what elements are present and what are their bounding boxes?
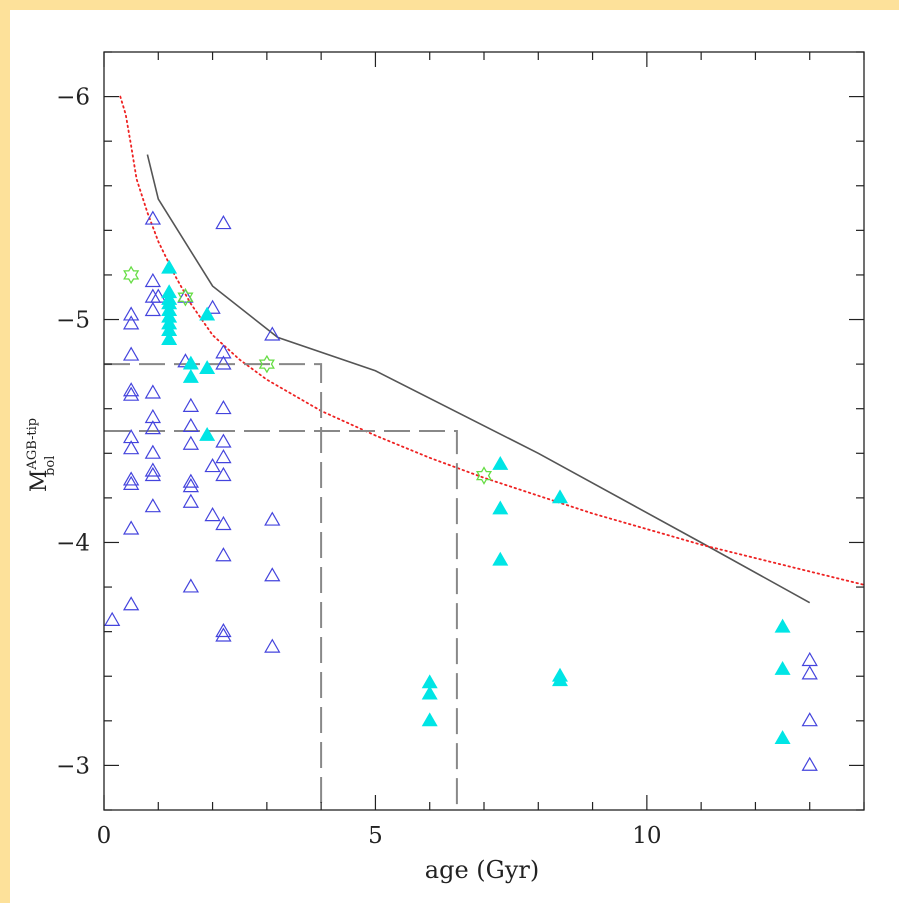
open-triangle-point — [204, 507, 221, 522]
filled-triangle-point — [492, 551, 509, 566]
filled-triangle-point — [492, 455, 509, 470]
y-axis-title-sup: AGB-tip — [25, 418, 40, 471]
open-triangle-point — [122, 475, 140, 490]
open-triangle-point — [122, 382, 140, 397]
open-triangle-point — [144, 301, 162, 317]
open-triangle-point — [215, 344, 232, 359]
open-triangle-point — [144, 444, 162, 459]
open-triangle-point — [182, 473, 200, 488]
filled-triangle-point — [182, 368, 199, 383]
open-triangle-point — [182, 417, 200, 433]
open-triangle-point — [215, 214, 232, 230]
y-axis-title-sub: bol — [43, 456, 58, 476]
figure-panel — [10, 10, 899, 903]
solid-line-0 — [146, 154, 811, 604]
open-triangle-point — [215, 400, 232, 415]
open-triangle-point — [144, 462, 162, 477]
dashed-line-2 — [104, 363, 323, 810]
filled-triangle-point — [161, 331, 178, 345]
open-triangle-point — [122, 596, 140, 611]
open-triangle-point — [122, 428, 140, 444]
filled-triangle-point — [161, 259, 178, 274]
open-triangle-point — [215, 547, 232, 562]
plot-marks — [103, 95, 865, 810]
star-point — [123, 265, 140, 285]
open-triangle-point — [144, 466, 162, 482]
open-triangle-point — [150, 288, 167, 303]
star-point — [258, 354, 275, 374]
open-triangle-point — [215, 449, 232, 464]
open-triangle-point — [182, 478, 200, 493]
open-triangle-point — [215, 622, 232, 638]
open-triangle-point — [144, 210, 162, 225]
dashed-line-3 — [104, 430, 458, 810]
open-triangle-point — [103, 611, 121, 626]
star-point — [177, 287, 194, 307]
open-triangle-point — [122, 471, 140, 486]
open-triangle-point — [122, 346, 140, 361]
filled-triangle-point — [199, 306, 216, 321]
open-triangle-point — [264, 511, 281, 526]
open-triangle-point — [801, 756, 818, 771]
open-triangle-point — [144, 384, 162, 399]
filled-triangle-point — [774, 618, 791, 633]
open-triangle-point — [144, 498, 162, 513]
filled-triangle-point — [199, 426, 216, 441]
filled-triangle-point — [552, 489, 568, 504]
y-tick-label: −5 — [56, 308, 90, 334]
open-triangle-point — [122, 386, 140, 401]
open-triangle-point — [122, 306, 140, 321]
x-axis-title: age (Gyr) — [425, 856, 539, 884]
open-triangle-point — [182, 578, 200, 593]
open-triangle-point — [801, 712, 818, 727]
open-triangle-point — [144, 272, 162, 288]
open-triangle-point — [264, 326, 281, 341]
y-tick-label: −3 — [56, 753, 90, 779]
open-triangle-point — [215, 515, 232, 531]
open-triangle-point — [801, 665, 818, 680]
open-triangle-point — [122, 520, 140, 535]
x-tick-label: 10 — [632, 823, 661, 849]
open-triangle-point — [182, 397, 200, 412]
open-triangle-point — [182, 435, 200, 450]
open-triangle-point — [215, 627, 232, 642]
y-axis-title-main: M — [27, 470, 52, 493]
filled-triangle-point — [182, 355, 199, 370]
filled-triangle-point — [421, 712, 438, 727]
filled-triangle-point — [774, 730, 791, 745]
open-triangle-point — [144, 420, 162, 435]
open-triangle-point — [122, 315, 140, 330]
open-triangle-point — [182, 493, 200, 508]
open-triangle-point — [801, 651, 818, 667]
open-triangle-point — [204, 457, 221, 473]
y-tick-label: −6 — [56, 85, 90, 111]
x-tick-label: 5 — [368, 823, 383, 849]
open-triangle-point — [144, 408, 162, 424]
axis-ticks: 0 5 10 −6 −5 −4 −3 — [56, 51, 865, 849]
open-triangle-point — [204, 299, 221, 314]
open-triangle-point — [215, 433, 232, 448]
open-triangle-point — [177, 288, 194, 303]
filled-triangle-point — [421, 685, 438, 700]
filled-triangle-point — [552, 672, 568, 687]
star-point — [475, 466, 493, 485]
open-triangle-point — [264, 567, 281, 582]
filled-triangle-point — [774, 661, 791, 675]
filled-triangle-point — [492, 500, 509, 515]
open-triangle-point — [264, 638, 281, 653]
y-axis-title: MAGB-tip bol — [25, 418, 58, 492]
open-triangle-point — [215, 466, 232, 482]
x-tick-label: 0 — [97, 823, 112, 849]
y-tick-label: −4 — [56, 530, 90, 556]
open-triangle-point — [215, 355, 232, 370]
filled-triangle-point — [199, 360, 216, 374]
open-triangle-point — [122, 440, 140, 455]
dotted-line-1 — [119, 95, 865, 586]
